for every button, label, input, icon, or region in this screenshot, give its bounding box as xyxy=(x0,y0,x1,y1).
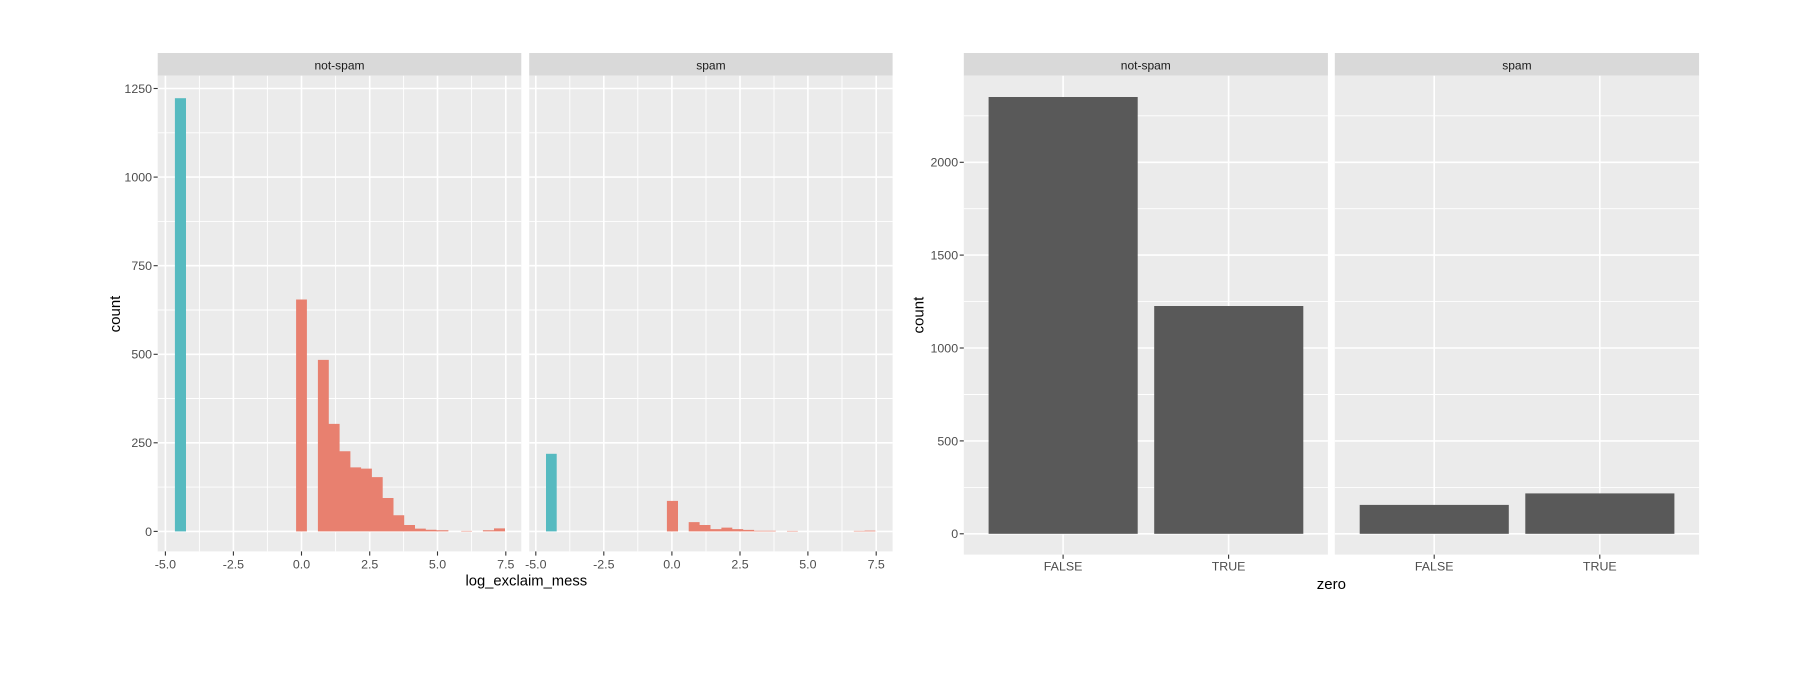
svg-text:0: 0 xyxy=(145,525,152,539)
svg-text:1250: 1250 xyxy=(124,82,152,96)
svg-text:500: 500 xyxy=(131,348,152,362)
svg-text:FALSE: FALSE xyxy=(1044,559,1083,573)
svg-text:0.0: 0.0 xyxy=(663,558,680,572)
svg-text:1000: 1000 xyxy=(931,341,959,355)
svg-text:-2.5: -2.5 xyxy=(223,558,244,572)
svg-text:1500: 1500 xyxy=(931,249,959,263)
svg-text:FALSE: FALSE xyxy=(1415,559,1454,573)
svg-text:spam: spam xyxy=(1502,59,1531,73)
svg-text:250: 250 xyxy=(131,436,152,450)
svg-text:5.0: 5.0 xyxy=(429,558,446,572)
svg-text:-5.0: -5.0 xyxy=(525,558,546,572)
svg-text:zero: zero xyxy=(1317,576,1346,593)
svg-text:5.0: 5.0 xyxy=(799,558,816,572)
svg-text:not-spam: not-spam xyxy=(1121,59,1171,73)
svg-text:TRUE: TRUE xyxy=(1212,559,1246,573)
svg-text:7.5: 7.5 xyxy=(497,558,514,572)
svg-text:count: count xyxy=(107,295,124,333)
svg-text:count: count xyxy=(910,296,927,334)
svg-text:log_exclaim_mess: log_exclaim_mess xyxy=(465,573,587,589)
svg-text:0: 0 xyxy=(951,527,958,541)
svg-text:-2.5: -2.5 xyxy=(593,558,614,572)
svg-text:2.5: 2.5 xyxy=(731,558,748,572)
svg-text:0.0: 0.0 xyxy=(293,558,310,572)
svg-text:2.5: 2.5 xyxy=(361,558,378,572)
svg-text:750: 750 xyxy=(131,259,152,273)
svg-text:7.5: 7.5 xyxy=(868,558,885,572)
svg-text:2000: 2000 xyxy=(931,156,959,170)
svg-text:1000: 1000 xyxy=(124,171,152,185)
svg-text:spam: spam xyxy=(696,59,725,73)
svg-text:TRUE: TRUE xyxy=(1583,559,1617,573)
svg-text:not-spam: not-spam xyxy=(314,59,364,73)
svg-text:500: 500 xyxy=(937,434,958,448)
svg-text:-5.0: -5.0 xyxy=(155,558,176,572)
